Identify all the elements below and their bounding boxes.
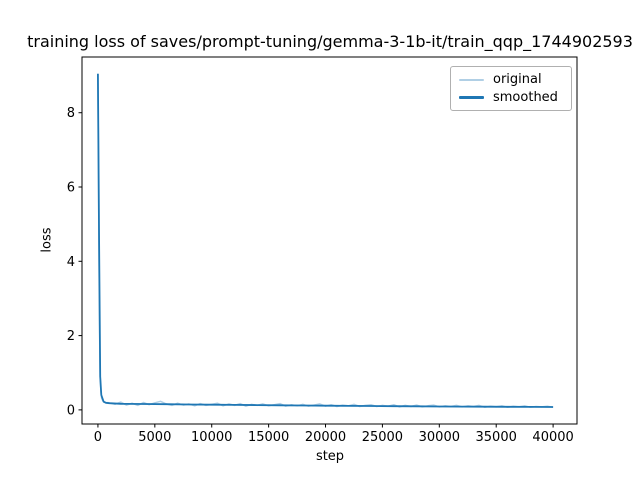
legend-label-original: original — [493, 72, 542, 88]
plot-border — [81, 56, 578, 425]
x-tick-label: 40000 — [532, 430, 573, 445]
y-tick-label: 6 — [67, 181, 75, 196]
y-tick-label: 2 — [67, 329, 75, 344]
series-line-smoothed — [97, 73, 554, 408]
x-tick-label: 35000 — [476, 430, 517, 445]
legend: original smoothed — [450, 66, 572, 111]
x-tick-label: 30000 — [419, 430, 460, 445]
x-axis-label: step — [315, 449, 345, 464]
x-tick-label: 25000 — [362, 430, 403, 445]
x-tick-label: 10000 — [191, 430, 232, 445]
legend-item-smoothed: smoothed — [459, 89, 563, 106]
y-tick-label: 8 — [67, 106, 75, 121]
x-tick-label: 5000 — [138, 430, 171, 445]
x-tick-label: 20000 — [305, 430, 346, 445]
y-axis-label: loss — [39, 227, 55, 253]
series-line-original — [97, 73, 554, 409]
y-tick-label: 4 — [67, 255, 75, 270]
x-tick-label: 15000 — [248, 430, 289, 445]
legend-line-original-icon — [459, 78, 484, 81]
legend-label-smoothed: smoothed — [493, 89, 558, 105]
y-tick-label: 0 — [67, 403, 75, 418]
chart-title: training loss of saves/prompt-tuning/gem… — [27, 32, 633, 51]
legend-line-smoothed-icon — [459, 95, 484, 99]
x-tick-label: 0 — [94, 430, 102, 445]
legend-item-original: original — [459, 71, 563, 88]
